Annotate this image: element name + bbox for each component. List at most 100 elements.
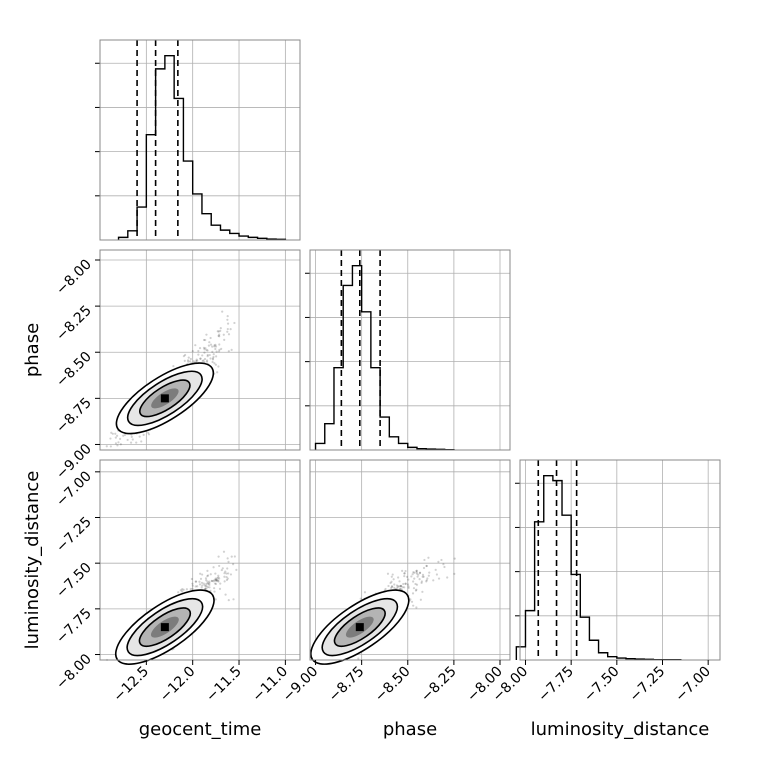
scatter-point: [392, 578, 395, 581]
panel-frame: [99, 39, 301, 241]
contour-line: [333, 607, 386, 648]
scatter-point: [437, 577, 441, 580]
scatter-point: [406, 575, 409, 578]
x-tick-label: −8.75: [326, 664, 368, 706]
scatter-point: [189, 587, 192, 591]
scatter-point: [211, 358, 215, 361]
scatter-point: [191, 582, 194, 585]
scatter-point: [403, 575, 406, 578]
scatter-point: [221, 310, 224, 313]
scatter-point: [204, 347, 207, 350]
scatter-point: [391, 585, 394, 588]
scatter-point: [209, 573, 212, 576]
scatter-point: [195, 359, 198, 363]
scatter-point: [109, 445, 112, 448]
scatter-point: [418, 571, 422, 574]
scatter-point: [226, 327, 229, 331]
hist-panel-phase: [305, 249, 511, 451]
scatter-point: [214, 345, 218, 348]
scatter-point: [215, 578, 218, 581]
scatter-point: [415, 571, 418, 574]
scatter-point: [223, 575, 226, 578]
scatter-point: [203, 357, 207, 361]
scatter-point: [202, 582, 205, 585]
panel-frame: [309, 249, 511, 451]
scatter-point: [190, 577, 193, 581]
x-tick-label: −7.25: [627, 664, 669, 706]
scatter-point: [421, 573, 425, 576]
scatter-point: [214, 582, 218, 586]
y-tick-label: −7.25: [53, 514, 95, 556]
scatter-point: [434, 568, 437, 571]
scatter-point: [404, 582, 407, 585]
scatter-point: [400, 584, 403, 588]
scatter-point: [401, 569, 404, 573]
scatter-point: [195, 358, 198, 361]
x-tick-label: −8.50: [372, 664, 414, 706]
scatter-point: [111, 432, 114, 435]
scatter-point: [213, 590, 216, 593]
scatter-point: [216, 579, 219, 582]
scatter-panel-phase-luminosity_distance: [309, 459, 511, 665]
scatter-point: [201, 354, 204, 357]
scatter-point: [211, 360, 214, 364]
scatter-point: [226, 318, 229, 321]
scatter-point: [208, 341, 211, 344]
scatter-point: [414, 589, 418, 592]
scatter-point: [387, 584, 390, 588]
scatter-point: [142, 433, 145, 437]
scatter-point: [200, 586, 203, 589]
scatter-point: [415, 569, 418, 573]
scatter-point: [197, 349, 200, 353]
scatter-point: [226, 577, 229, 580]
scatter-point: [204, 577, 208, 580]
scatter-point: [229, 573, 233, 576]
histogram-step: [117, 55, 287, 241]
scatter-point: [191, 584, 194, 587]
scatter-point: [418, 571, 422, 575]
scatter-point: [453, 572, 456, 575]
scatter-point: [226, 330, 229, 333]
scatter-point: [202, 346, 206, 349]
panel-frame: [309, 459, 511, 661]
scatter-point: [206, 355, 209, 358]
scatter-point: [205, 359, 209, 362]
scatter-point: [215, 350, 218, 353]
scatter-point: [207, 344, 211, 347]
scatter-point: [194, 585, 197, 588]
scatter-point: [219, 329, 222, 332]
scatter-point: [206, 569, 209, 573]
scatter-point: [218, 564, 221, 568]
contour-line: [114, 589, 215, 665]
hist-panel-geocent_time: [95, 39, 301, 241]
scatter-point: [230, 348, 233, 351]
scatter-point: [390, 580, 393, 583]
scatter-point: [417, 573, 420, 576]
scatter-point: [225, 578, 229, 582]
scatter-point: [227, 560, 230, 563]
x-tick-label: −12.0: [157, 664, 199, 706]
scatter-point: [213, 362, 216, 365]
scatter-point: [217, 350, 221, 353]
scatter-point: [217, 334, 220, 337]
x-axis-label: luminosity_distance: [531, 719, 710, 740]
scatter-point: [406, 583, 410, 586]
scatter-point: [191, 587, 194, 590]
scatter-point: [218, 577, 221, 580]
scatter-point: [201, 359, 204, 363]
scatter-point: [209, 336, 212, 340]
scatter-point: [217, 365, 220, 368]
scatter-point: [147, 433, 151, 436]
panel-frame: [99, 249, 301, 451]
scatter-point: [227, 572, 230, 575]
scatter-point: [229, 328, 232, 331]
scatter-point: [410, 575, 413, 578]
scatter-point: [200, 581, 204, 584]
scatter-point: [130, 435, 133, 439]
scatter-point: [412, 571, 415, 574]
contour-line: [126, 597, 204, 657]
scatter-point: [427, 556, 430, 559]
scatter-point: [116, 434, 119, 437]
scatter-point: [233, 321, 236, 325]
scatter-point: [194, 580, 197, 583]
